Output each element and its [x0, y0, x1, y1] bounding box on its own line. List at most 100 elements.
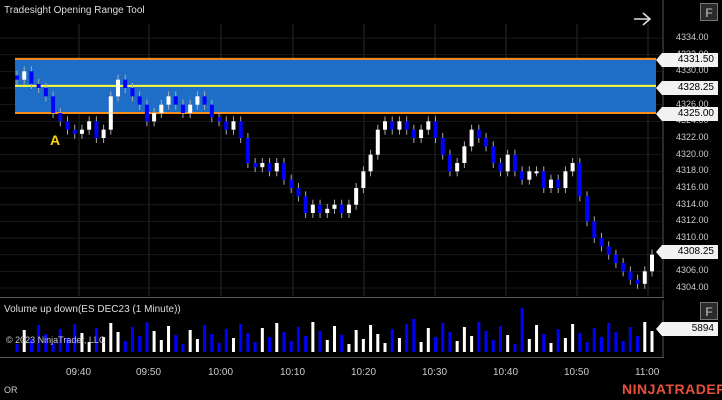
volume-bar — [130, 327, 134, 352]
volume-bar — [109, 323, 113, 352]
candle-body — [318, 204, 323, 213]
volume-bar — [455, 341, 459, 352]
volume-bar — [643, 322, 647, 352]
candle-body — [332, 204, 337, 209]
candle-body — [491, 146, 496, 163]
time-tick-label: 10:20 — [351, 367, 377, 378]
volume-bar — [44, 334, 48, 352]
candle-body — [166, 96, 171, 105]
candle-body — [94, 121, 99, 138]
volume-bar — [556, 329, 560, 352]
candle-body — [245, 138, 250, 163]
candle-body — [224, 121, 229, 130]
volume-bar — [599, 337, 603, 352]
volume-panel-f-button[interactable]: F — [700, 302, 718, 320]
candle-body — [628, 271, 633, 280]
volume-bar — [210, 334, 214, 352]
volume-bar — [636, 336, 640, 352]
volume-bar — [405, 324, 409, 352]
volume-bar — [578, 333, 582, 352]
volume-bar — [80, 333, 84, 352]
volume-bar — [311, 322, 315, 352]
y-tick-label: 4316.00 — [676, 182, 709, 192]
volume-bar — [94, 328, 98, 352]
volume-bar — [571, 324, 575, 352]
time-tick-label: 10:00 — [208, 367, 234, 378]
candle-body — [505, 154, 510, 172]
candle-body — [534, 171, 539, 174]
volume-bar — [22, 330, 26, 352]
candle-body — [433, 121, 438, 138]
volume-panel-title: Volume up down(ES DEC23 (1 Minute)) — [4, 304, 181, 315]
volume-bar — [650, 331, 654, 352]
volume-bar — [390, 329, 394, 352]
candle-body — [556, 179, 561, 188]
volume-bar — [239, 324, 243, 352]
volume-bar — [354, 330, 358, 352]
volume-bar — [513, 344, 517, 352]
volume-bar — [268, 337, 272, 352]
candle-body — [541, 171, 546, 188]
candle-body — [123, 79, 128, 88]
volume-bar — [383, 343, 387, 352]
copyright-text: © 2023 NinjaTrader, LLC — [6, 335, 106, 345]
volume-bar — [217, 343, 221, 352]
volume-bar — [260, 328, 264, 352]
volume-bar — [37, 325, 41, 352]
or-low-tag: 4325.00 — [656, 107, 718, 121]
candle-body — [354, 188, 359, 205]
candle-body — [621, 263, 626, 272]
candle-body — [440, 138, 445, 155]
volume-bar — [484, 331, 488, 352]
ninjatrader-logo: NINJATRADER — [622, 381, 722, 397]
candle-body — [101, 129, 106, 138]
candle-body — [606, 246, 611, 255]
candle-body — [180, 104, 185, 113]
volume-bar — [195, 339, 199, 352]
candle-body — [209, 104, 214, 118]
time-tick-label: 09:40 — [66, 367, 92, 378]
y-tick-label: 4312.00 — [676, 215, 709, 226]
last-price-tag: 4308.25 — [656, 245, 718, 259]
y-tick-label: 4322.00 — [676, 132, 709, 142]
volume-bar — [397, 338, 401, 352]
volume-bar — [15, 344, 19, 352]
y-tick-label: 4320.00 — [676, 148, 709, 159]
volume-bar — [419, 342, 423, 352]
volume-bar — [340, 335, 344, 352]
volume-bar — [231, 338, 235, 352]
candle-body — [368, 154, 373, 172]
candle-body — [650, 254, 654, 272]
volume-bar — [592, 328, 596, 352]
candle-body — [397, 121, 402, 130]
volume-bar — [448, 332, 452, 352]
candle-body — [520, 171, 525, 180]
price-chart — [0, 0, 664, 297]
candle-body — [29, 71, 34, 84]
price-panel-f-button[interactable]: F — [700, 3, 718, 21]
candle-body — [404, 121, 409, 130]
candle-body — [310, 204, 315, 213]
volume-bar — [498, 326, 502, 352]
volume-bar — [246, 333, 250, 352]
candle-body — [383, 121, 388, 130]
volume-bar — [29, 339, 33, 352]
footer-left-label: OR — [4, 385, 18, 395]
candle-body — [87, 121, 92, 130]
volume-bar — [412, 319, 416, 352]
candle-body — [325, 208, 330, 213]
candle-body — [455, 163, 460, 172]
or-mid-tag: 4328.25 — [656, 81, 718, 95]
arrow-right-icon[interactable] — [632, 10, 654, 28]
volume-bar — [123, 341, 127, 352]
candle-body — [642, 271, 647, 284]
candle-body — [599, 238, 604, 247]
candle-body — [51, 96, 56, 113]
volume-bar — [426, 328, 430, 352]
candle-body — [238, 121, 243, 138]
volume-bar — [181, 344, 185, 352]
candle-body — [303, 196, 308, 213]
candle-body — [79, 129, 84, 134]
candle-body — [419, 129, 424, 138]
